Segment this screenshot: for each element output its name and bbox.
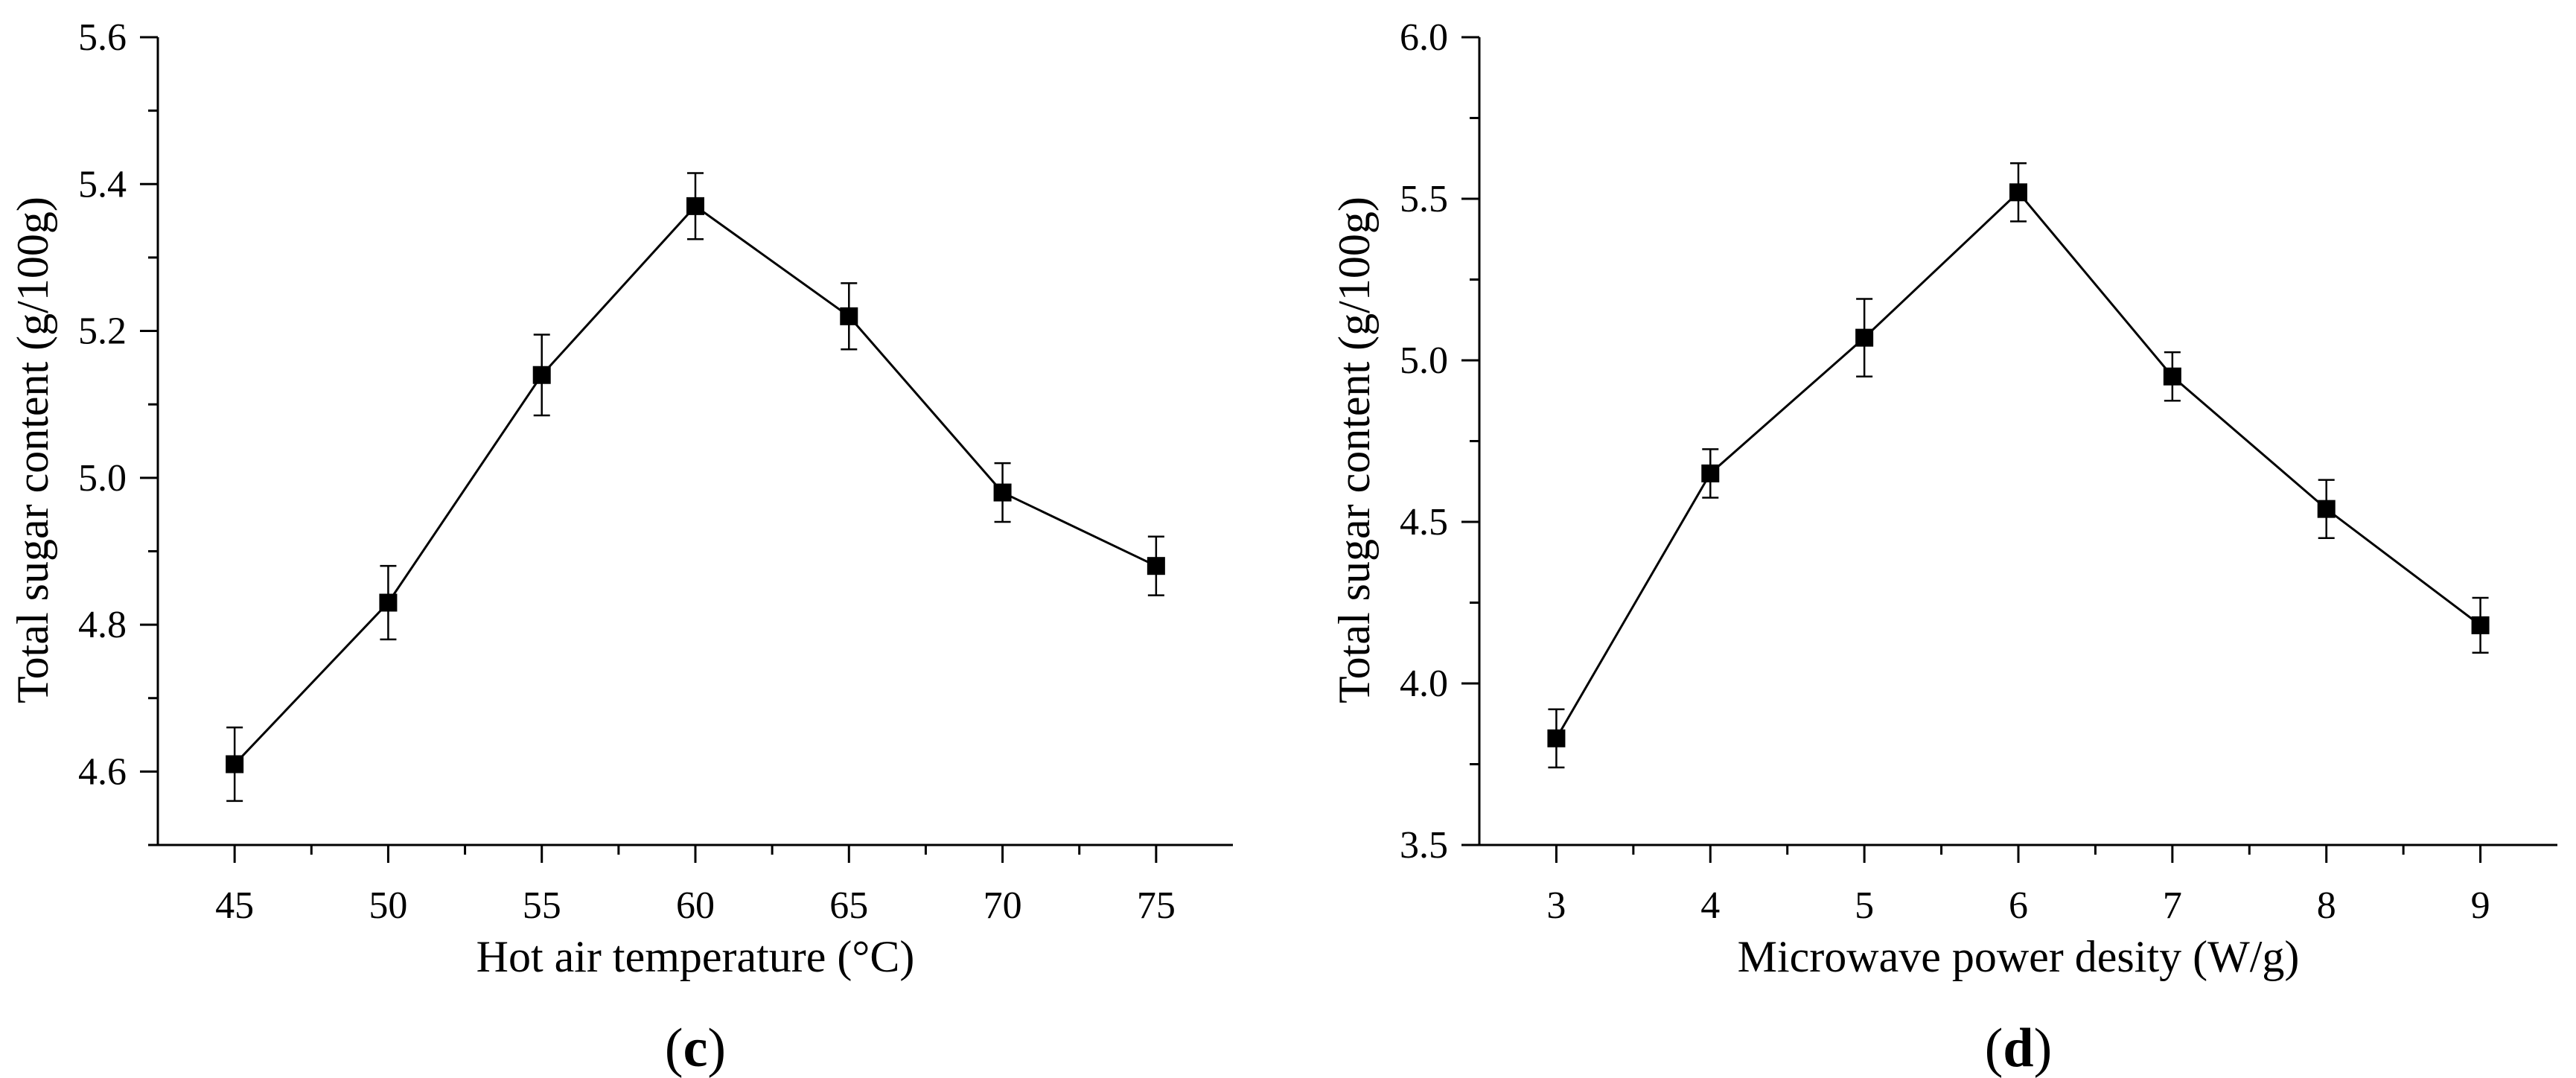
panel-label-close: ) xyxy=(707,1018,726,1078)
data-point xyxy=(379,593,398,612)
panel-label-close: ) xyxy=(2034,1018,2053,1078)
y-axis-title: Total sugar content (g/100g) xyxy=(8,197,57,704)
data-point xyxy=(1855,328,1874,347)
x-tick-label: 4 xyxy=(1700,884,1720,927)
data-point xyxy=(2317,500,2336,518)
y-tick-label: 5.0 xyxy=(78,457,127,500)
y-tick-label: 4.5 xyxy=(1400,501,1448,543)
y-tick-label: 5.4 xyxy=(78,163,127,205)
data-point xyxy=(686,197,704,215)
x-tick-label: 9 xyxy=(2471,884,2490,927)
x-tick-label: 50 xyxy=(369,884,407,927)
y-tick-label: 4.6 xyxy=(78,750,127,793)
x-tick-label: 75 xyxy=(1137,884,1176,927)
data-point xyxy=(2471,616,2490,634)
x-tick-label: 3 xyxy=(1546,884,1566,927)
y-tick-label: 3.5 xyxy=(1400,824,1448,867)
y-axis-title: Total sugar content (g/100g) xyxy=(1330,197,1379,704)
data-point xyxy=(2163,367,2181,386)
x-tick-label: 7 xyxy=(2163,884,2182,927)
series-line xyxy=(234,204,1157,765)
panel-label: (c) xyxy=(665,1018,726,1078)
x-tick-label: 6 xyxy=(2009,884,2028,927)
data-point xyxy=(1547,729,1566,747)
x-tick-label: 65 xyxy=(829,884,868,927)
data-point xyxy=(226,755,244,774)
y-tick-label: 5.2 xyxy=(78,310,127,353)
y-tick-label: 5.5 xyxy=(1400,178,1448,220)
panel-label-letter: c xyxy=(683,1018,708,1078)
data-point xyxy=(840,307,858,325)
series-line xyxy=(1555,191,2481,739)
data-point xyxy=(2009,183,2027,202)
data-point xyxy=(993,483,1012,502)
y-tick-label: 6.0 xyxy=(1400,16,1448,59)
panel-label-open: ( xyxy=(1985,1018,2003,1078)
y-tick-label: 4.0 xyxy=(1400,663,1448,705)
x-axis-title: Microwave power desity (W/g) xyxy=(1738,932,2300,981)
panel-label-open: ( xyxy=(665,1018,683,1078)
data-point xyxy=(1147,557,1165,575)
x-axis-title: Hot air temperature (°C) xyxy=(476,932,915,981)
x-tick-label: 8 xyxy=(2317,884,2336,927)
y-tick-label: 5.0 xyxy=(1400,339,1448,382)
y-tick-label: 5.6 xyxy=(78,16,127,59)
data-point xyxy=(1701,464,1720,482)
x-tick-label: 5 xyxy=(1855,884,1874,927)
x-tick-label: 70 xyxy=(983,884,1022,927)
x-tick-label: 60 xyxy=(676,884,715,927)
chart-panel-c: 4.6 4.8 5.0 5.2 5.4 5.6 45 50 55 60 65 70 75 Hot air … xyxy=(8,16,1233,1078)
x-tick-label: 45 xyxy=(215,884,254,927)
data-point xyxy=(532,366,551,384)
panel-label: (d) xyxy=(1985,1018,2052,1078)
panel-label-letter: d xyxy=(2003,1018,2033,1078)
y-tick-label: 4.8 xyxy=(78,604,127,646)
x-tick-label: 55 xyxy=(523,884,561,927)
chart-panel-d: 3.5 4.0 4.5 5.0 5.5 6.0 3 4 5 6 7 8 9 Microwave power… xyxy=(1330,16,2557,1078)
